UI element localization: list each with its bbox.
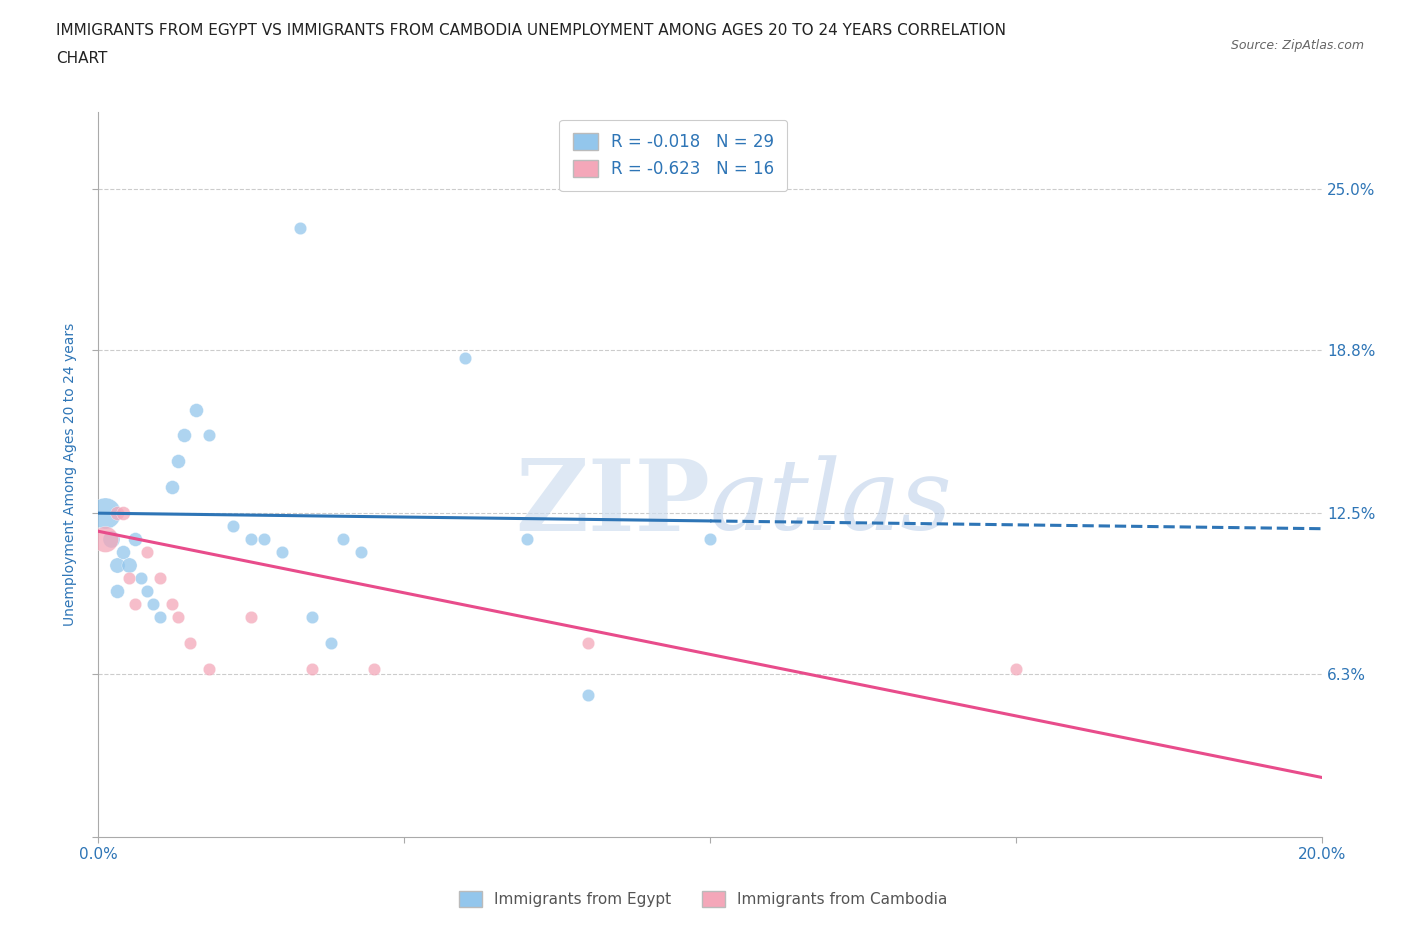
Legend: Immigrants from Egypt, Immigrants from Cambodia: Immigrants from Egypt, Immigrants from C… (453, 884, 953, 913)
Point (118, 558, 141, 573)
Y-axis label: Unemployment Among Ages 20 to 24 years: Unemployment Among Ages 20 to 24 years (63, 323, 77, 626)
Point (129, 570, 152, 585)
Point (160, 596, 183, 611)
Point (136, 583, 159, 598)
Point (1004, 661, 1026, 676)
Point (319, 635, 342, 650)
Point (105, 506, 128, 521)
Point (240, 532, 263, 547)
Text: atlas: atlas (710, 456, 953, 551)
Point (222, 519, 245, 534)
Point (290, 220, 312, 235)
Point (124, 532, 146, 547)
Point (301, 609, 323, 624)
Text: Source: ZipAtlas.com: Source: ZipAtlas.com (1230, 39, 1364, 52)
Point (699, 532, 721, 547)
Text: CHART: CHART (56, 51, 108, 66)
Point (136, 545, 159, 560)
Point (160, 480, 183, 495)
Point (240, 609, 263, 624)
Point (186, 402, 208, 417)
Point (149, 609, 172, 624)
Point (124, 596, 146, 611)
Text: IMMIGRANTS FROM EGYPT VS IMMIGRANTS FROM CAMBODIA UNEMPLOYMENT AMONG AGES 20 TO : IMMIGRANTS FROM EGYPT VS IMMIGRANTS FROM… (56, 23, 1007, 38)
Point (173, 428, 195, 443)
Text: ZIP: ZIP (515, 455, 710, 551)
Point (576, 635, 599, 650)
Point (93, 506, 115, 521)
Point (105, 583, 128, 598)
Legend: R = -0.018   N = 29, R = -0.623   N = 16: R = -0.018 N = 29, R = -0.623 N = 16 (560, 120, 787, 192)
Point (111, 545, 134, 560)
Point (301, 661, 323, 676)
Point (149, 570, 172, 585)
Point (167, 454, 190, 469)
Point (93, 532, 115, 547)
Point (197, 428, 219, 443)
Point (105, 558, 128, 573)
Point (118, 570, 141, 585)
Point (516, 532, 538, 547)
Point (179, 635, 201, 650)
Point (332, 532, 354, 547)
Point (197, 661, 219, 676)
Point (454, 351, 477, 365)
Point (142, 596, 165, 611)
Point (100, 532, 122, 547)
Point (270, 545, 292, 560)
Point (167, 609, 190, 624)
Point (252, 532, 274, 547)
Point (111, 506, 134, 521)
Point (350, 545, 373, 560)
Point (576, 687, 599, 702)
Point (363, 661, 385, 676)
